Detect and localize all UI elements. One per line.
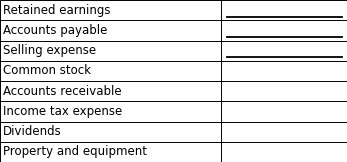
Text: Dividends: Dividends [3, 125, 61, 138]
Text: Accounts payable: Accounts payable [3, 24, 107, 37]
Text: Selling expense: Selling expense [3, 44, 96, 57]
Text: Accounts receivable: Accounts receivable [3, 85, 121, 98]
Text: Retained earnings: Retained earnings [3, 4, 110, 17]
Text: Income tax expense: Income tax expense [3, 105, 122, 118]
Text: Common stock: Common stock [3, 64, 91, 77]
Text: Property and equipment: Property and equipment [3, 145, 147, 158]
